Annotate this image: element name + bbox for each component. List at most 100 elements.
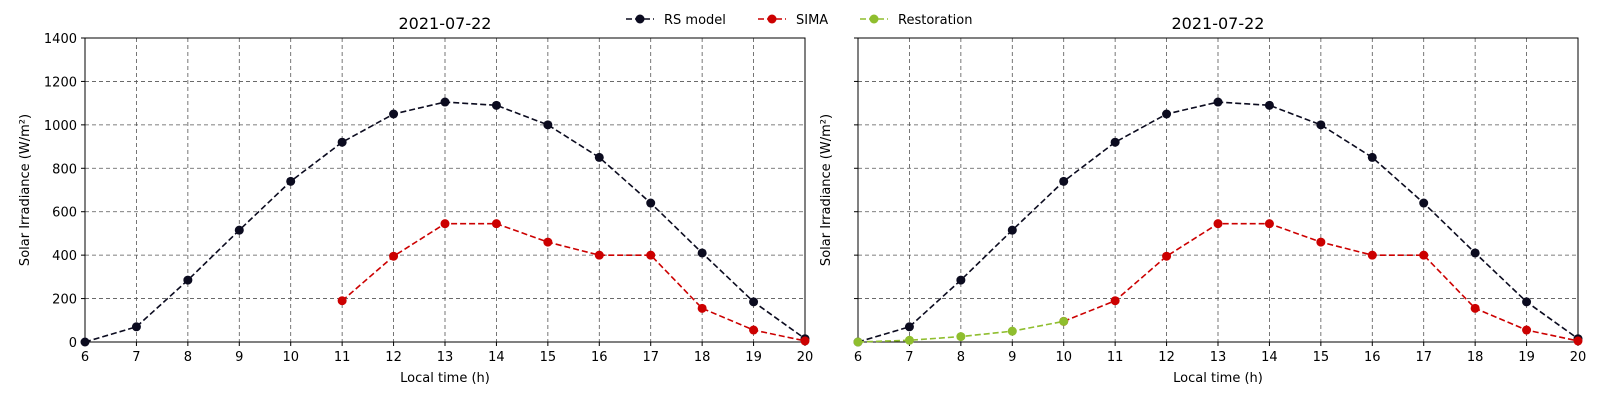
y-tick-label: 600 bbox=[52, 206, 77, 221]
x-tick-label: 8 bbox=[184, 350, 192, 365]
x-tick-label: 14 bbox=[488, 350, 505, 365]
chart-left: 6 7 8 9 10 11 12 13 14 15 16 17 18 19 2002004006008001… bbox=[18, 14, 813, 386]
data-point bbox=[389, 109, 399, 119]
y-tick-label: 800 bbox=[52, 162, 77, 177]
data-point bbox=[1470, 303, 1480, 313]
data-point bbox=[1316, 120, 1326, 130]
data-point bbox=[646, 198, 656, 208]
x-tick-label: 17 bbox=[1415, 350, 1432, 365]
data-point bbox=[904, 335, 914, 345]
data-point bbox=[491, 100, 501, 110]
x-axis-label: Local time (h) bbox=[1173, 371, 1263, 386]
x-tick-label: 11 bbox=[1107, 350, 1124, 365]
data-point bbox=[440, 97, 450, 107]
x-tick-label: 20 bbox=[797, 350, 814, 365]
data-point bbox=[1007, 225, 1017, 235]
y-tick-label: 1200 bbox=[44, 75, 77, 90]
chart-title: 2021-07-22 bbox=[399, 14, 492, 33]
x-tick-label: 7 bbox=[905, 350, 913, 365]
data-point bbox=[1059, 176, 1069, 186]
data-point bbox=[337, 137, 347, 147]
x-tick-label: 19 bbox=[1518, 350, 1535, 365]
y-axis-label: Solar Irradiance (W/m²) bbox=[819, 114, 834, 266]
x-tick-label: 15 bbox=[1313, 350, 1330, 365]
y-tick-label: 1000 bbox=[44, 119, 77, 134]
x-tick-label: 15 bbox=[540, 350, 557, 365]
data-point bbox=[1007, 326, 1017, 336]
data-point bbox=[440, 219, 450, 229]
series-sima bbox=[337, 219, 810, 346]
data-point bbox=[697, 303, 707, 313]
series-rs-model bbox=[853, 97, 1583, 347]
y-axis-label: Solar Irradiance (W/m²) bbox=[18, 114, 33, 266]
data-point bbox=[1213, 219, 1223, 229]
data-point bbox=[1162, 109, 1172, 119]
x-tick-label: 8 bbox=[957, 350, 965, 365]
data-point bbox=[1419, 250, 1429, 260]
legend-label: RS model bbox=[664, 13, 726, 28]
data-point bbox=[1110, 296, 1120, 306]
data-point bbox=[1162, 251, 1172, 261]
data-point bbox=[956, 332, 966, 342]
x-tick-label: 20 bbox=[1570, 350, 1587, 365]
legend-marker bbox=[869, 14, 879, 24]
data-point bbox=[80, 337, 90, 347]
series-line bbox=[341, 222, 806, 342]
x-tick-label: 19 bbox=[745, 350, 762, 365]
data-point bbox=[646, 250, 656, 260]
data-point bbox=[853, 337, 863, 347]
data-point bbox=[1367, 152, 1377, 162]
x-tick-label: 13 bbox=[1210, 350, 1227, 365]
data-point bbox=[749, 325, 759, 335]
data-point bbox=[543, 237, 553, 247]
x-tick-label: 9 bbox=[235, 350, 243, 365]
x-tick-label: 11 bbox=[334, 350, 351, 365]
x-tick-label: 14 bbox=[1261, 350, 1278, 365]
data-point bbox=[286, 176, 296, 186]
data-point bbox=[594, 152, 604, 162]
data-point bbox=[594, 250, 604, 260]
x-tick-label: 17 bbox=[642, 350, 659, 365]
data-point bbox=[491, 219, 501, 229]
plot-frame bbox=[857, 37, 1579, 343]
data-point bbox=[1470, 248, 1480, 258]
x-tick-label: 12 bbox=[1158, 350, 1175, 365]
y-tick-label: 200 bbox=[52, 293, 77, 308]
x-tick-label: 6 bbox=[81, 350, 89, 365]
data-point bbox=[904, 322, 914, 332]
legend-label: Restoration bbox=[898, 13, 972, 28]
data-point bbox=[1213, 97, 1223, 107]
chart-title: 2021-07-22 bbox=[1172, 14, 1265, 33]
x-tick-label: 7 bbox=[132, 350, 140, 365]
data-point bbox=[543, 120, 553, 130]
y-tick-label: 0 bbox=[69, 336, 77, 351]
x-tick-label: 16 bbox=[591, 350, 608, 365]
legend-label: SIMA bbox=[796, 13, 828, 28]
data-point bbox=[337, 296, 347, 306]
plot-frame bbox=[84, 37, 806, 343]
x-tick-label: 9 bbox=[1008, 350, 1016, 365]
data-point bbox=[183, 275, 193, 285]
legend-entry: SIMA bbox=[758, 13, 828, 28]
legend-entry: Restoration bbox=[860, 13, 972, 28]
series-restoration bbox=[853, 316, 1069, 347]
data-point bbox=[1522, 325, 1532, 335]
data-point bbox=[956, 275, 966, 285]
data-point bbox=[749, 297, 759, 307]
data-point bbox=[1264, 219, 1274, 229]
x-tick-label: 10 bbox=[282, 350, 299, 365]
data-point bbox=[1522, 297, 1532, 307]
x-tick-label: 18 bbox=[694, 350, 711, 365]
data-point bbox=[1316, 237, 1326, 247]
data-point bbox=[1110, 137, 1120, 147]
legend-marker bbox=[767, 14, 777, 24]
x-tick-label: 12 bbox=[385, 350, 402, 365]
data-point bbox=[1419, 198, 1429, 208]
chart-right: 6 7 8 9 10 11 12 13 14 15 16 17 18 19 20 2021-07-22 Loca… bbox=[819, 14, 1586, 386]
x-tick-label: 18 bbox=[1467, 350, 1484, 365]
legend: RS model SIMA Restoration bbox=[626, 13, 972, 28]
data-point bbox=[1573, 336, 1583, 346]
x-tick-label: 10 bbox=[1055, 350, 1072, 365]
data-point bbox=[1367, 250, 1377, 260]
